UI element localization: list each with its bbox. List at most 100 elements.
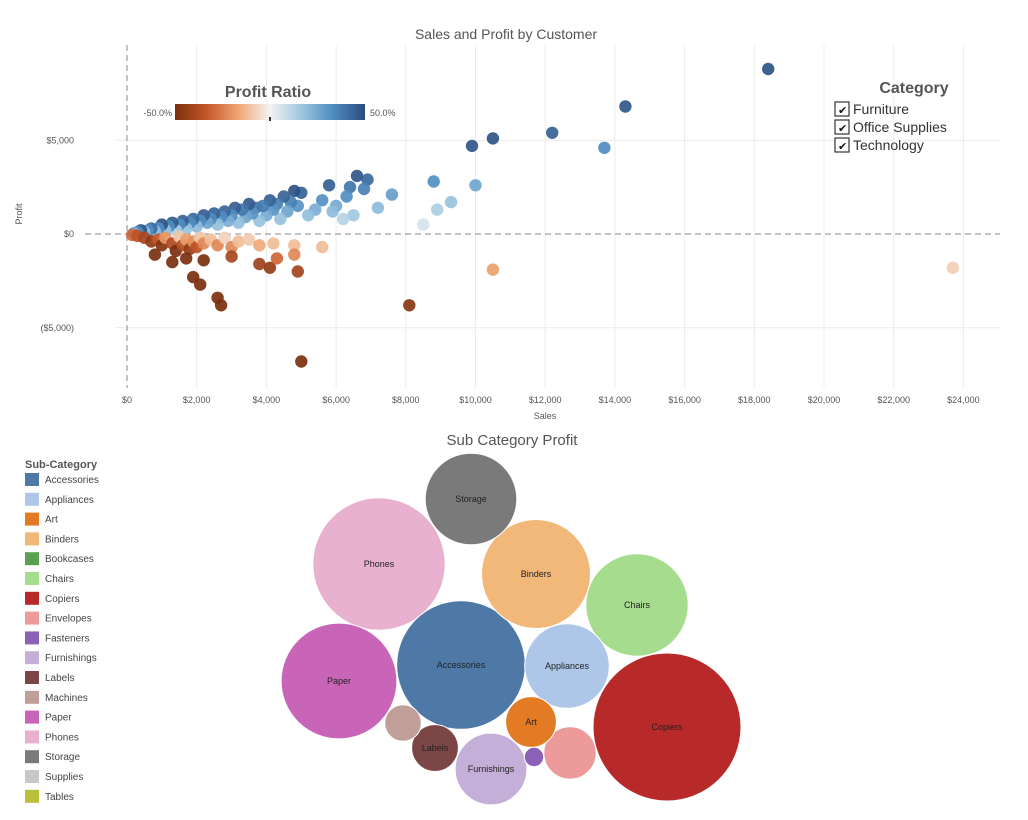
scatter-point[interactable] bbox=[316, 194, 329, 207]
subcategory-item-copiers[interactable]: Copiers bbox=[25, 591, 79, 605]
bubble-binders[interactable]: Binders bbox=[481, 519, 591, 629]
scatter-point[interactable] bbox=[385, 188, 399, 201]
scatter-point[interactable] bbox=[340, 190, 353, 203]
scatter-point[interactable] bbox=[546, 126, 559, 139]
subcategory-item-appliances[interactable]: Appliances bbox=[25, 492, 94, 506]
bubble-copiers[interactable]: Copiers bbox=[592, 652, 742, 802]
scatter-point[interactable] bbox=[350, 169, 364, 183]
scatter-point[interactable] bbox=[427, 175, 440, 188]
bubble-circle[interactable] bbox=[585, 553, 689, 657]
bubble-circle[interactable] bbox=[280, 622, 398, 740]
scatter-point[interactable] bbox=[218, 231, 231, 244]
bubble-circle[interactable] bbox=[543, 726, 597, 780]
bubble-circle[interactable] bbox=[424, 452, 518, 546]
subcategory-item-storage[interactable]: Storage bbox=[25, 750, 80, 764]
bubble-circle[interactable] bbox=[411, 724, 459, 772]
scatter-point[interactable] bbox=[263, 261, 277, 274]
scatter-point[interactable] bbox=[486, 263, 500, 276]
subcategory-item-art[interactable]: Art bbox=[25, 512, 58, 526]
bubble-circle[interactable] bbox=[312, 497, 446, 631]
scatter-point[interactable] bbox=[403, 299, 416, 312]
checkbox-icon[interactable] bbox=[834, 119, 850, 135]
scatter-point[interactable] bbox=[361, 173, 374, 186]
x-tick-label: $8,000 bbox=[392, 395, 420, 405]
subcategory-item-machines[interactable]: Machines bbox=[25, 690, 88, 704]
category-item-office-supplies[interactable]: ✔ Office Supplies bbox=[834, 119, 947, 135]
scatter-point[interactable] bbox=[291, 265, 304, 278]
scatter-point[interactable] bbox=[371, 201, 385, 214]
scatter-point[interactable] bbox=[214, 299, 228, 312]
bubble-labels[interactable]: Labels bbox=[411, 724, 459, 772]
scatter-point[interactable] bbox=[444, 195, 458, 209]
scatter-point[interactable] bbox=[232, 235, 245, 248]
subcategory-item-envelopes[interactable]: Envelopes bbox=[25, 611, 92, 625]
bubble-circle[interactable] bbox=[454, 732, 528, 806]
scatter-point[interactable] bbox=[343, 180, 357, 194]
subcategory-item-bookcases[interactable]: Bookcases bbox=[25, 552, 94, 566]
subcategory-item-labels[interactable]: Labels bbox=[25, 671, 74, 684]
scatter-point[interactable] bbox=[431, 203, 444, 216]
scatter-point[interactable] bbox=[166, 255, 179, 269]
scatter-point[interactable] bbox=[288, 248, 301, 261]
bubble-circle[interactable] bbox=[523, 746, 545, 768]
category-item-furniture[interactable]: ✔ Furniture bbox=[834, 101, 909, 117]
profit-ratio-legend[interactable]: Profit Ratio -50.0% 50.0% bbox=[143, 84, 396, 121]
bubble-storage[interactable]: Storage bbox=[424, 452, 518, 546]
scatter-point[interactable] bbox=[347, 209, 360, 222]
scatter-point[interactable] bbox=[225, 250, 238, 263]
scatter-point[interactable] bbox=[270, 252, 284, 265]
scatter-point[interactable] bbox=[762, 62, 775, 76]
bubble-fasteners[interactable] bbox=[523, 746, 545, 768]
scatter-point[interactable] bbox=[316, 240, 329, 254]
scatter-point[interactable] bbox=[598, 141, 611, 154]
bubble-phones[interactable]: Phones bbox=[312, 497, 446, 631]
scatter-point[interactable] bbox=[267, 237, 280, 250]
scatter-point[interactable] bbox=[194, 278, 207, 291]
bubble-furnishings[interactable]: Furnishings bbox=[454, 732, 528, 806]
scatter-point[interactable] bbox=[180, 252, 193, 265]
scatter-point[interactable] bbox=[242, 233, 256, 246]
subcategory-item-binders[interactable]: Binders bbox=[25, 532, 79, 546]
bubble-envelopes[interactable] bbox=[543, 726, 597, 780]
scatter-point[interactable] bbox=[253, 239, 266, 252]
scatter-point[interactable] bbox=[302, 209, 315, 222]
scatter-point[interactable] bbox=[253, 257, 266, 271]
checkbox-icon[interactable] bbox=[834, 137, 850, 153]
scatter-point[interactable] bbox=[619, 100, 632, 113]
scatter-point[interactable] bbox=[322, 179, 336, 192]
bubble-art[interactable]: Art bbox=[505, 696, 557, 748]
scatter-point[interactable] bbox=[288, 184, 301, 198]
scatter-point[interactable] bbox=[336, 212, 350, 226]
subcategory-item-supplies[interactable]: Supplies bbox=[25, 770, 83, 783]
bubble-circle[interactable] bbox=[481, 519, 591, 629]
scatter-point[interactable] bbox=[357, 182, 371, 196]
scatter-point[interactable] bbox=[274, 212, 287, 226]
scatter-point[interactable] bbox=[469, 179, 482, 192]
scatter-point[interactable] bbox=[148, 248, 162, 261]
scatter-point[interactable] bbox=[197, 254, 210, 267]
checkbox-icon[interactable] bbox=[834, 101, 850, 117]
scatter-point[interactable] bbox=[295, 355, 308, 368]
bubble-circles: Copiers Phones Accessories Paper Binders Chai… bbox=[280, 452, 742, 806]
bubble-circle[interactable] bbox=[524, 623, 610, 709]
bubble-paper[interactable]: Paper bbox=[280, 622, 398, 740]
scatter-point[interactable] bbox=[465, 139, 479, 153]
subcategory-item-tables[interactable]: Tables bbox=[25, 789, 74, 803]
bubble-circle[interactable] bbox=[384, 704, 422, 742]
subcategory-item-paper[interactable]: Paper bbox=[25, 710, 72, 724]
bubble-chairs[interactable]: Chairs bbox=[585, 553, 689, 657]
bubble-machines[interactable] bbox=[384, 704, 422, 742]
bubble-appliances[interactable]: Appliances bbox=[524, 623, 610, 709]
scatter-point[interactable] bbox=[288, 239, 301, 252]
subcategory-item-chairs[interactable]: Chairs bbox=[25, 572, 74, 585]
scatter-point[interactable] bbox=[486, 132, 500, 145]
subcategory-item-accessories[interactable]: Accessories bbox=[25, 473, 99, 486]
scatter-point[interactable] bbox=[326, 205, 339, 218]
scatter-point[interactable] bbox=[946, 261, 960, 274]
subcategory-item-phones[interactable]: Phones bbox=[25, 730, 79, 744]
bubble-circle[interactable] bbox=[592, 652, 742, 802]
subcategory-item-fasteners[interactable]: Fasteners bbox=[25, 631, 89, 645]
subcategory-item-furnishings[interactable]: Furnishings bbox=[25, 651, 97, 665]
scatter-point[interactable] bbox=[417, 218, 430, 231]
category-item-technology[interactable]: ✔ Technology bbox=[834, 137, 924, 153]
